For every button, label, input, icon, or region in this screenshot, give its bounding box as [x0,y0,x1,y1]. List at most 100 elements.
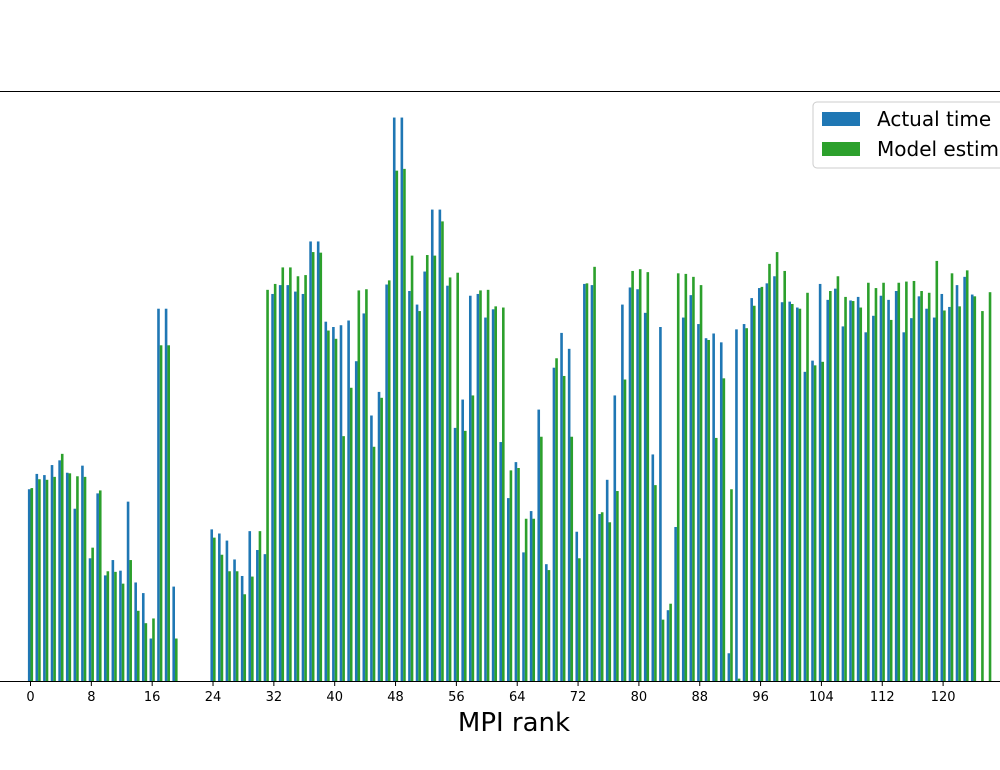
x-tick-label-32: 32 [266,690,283,705]
bar-model-estimate-rank-92 [730,489,733,681]
bar-model-estimate-rank-19 [175,638,178,681]
bar-actual-time-rank-57 [461,399,464,681]
bar-actual-time-rank-16 [149,638,153,681]
bar-actual-time-rank-90 [712,333,715,681]
bar-model-estimate-rank-110 [867,282,870,681]
bar-actual-time-rank-95 [750,298,753,681]
bar-actual-time-rank-24 [210,529,214,681]
bar-actual-time-rank-17 [157,308,160,681]
bar-model-estimate-rank-116 [912,280,916,681]
bar-actual-time-rank-5 [65,472,69,681]
bar-model-estimate-rank-125 [981,311,984,681]
bar-actual-time-rank-31 [263,554,267,681]
bar-actual-time-rank-45 [370,415,373,681]
bar-model-estimate-rank-50 [410,255,414,682]
bar-model-estimate-rank-81 [646,272,650,681]
bar-model-estimate-rank-109 [859,307,863,681]
bar-model-estimate-rank-102 [806,292,809,681]
bar-model-estimate-rank-114 [897,282,901,681]
x-tick-label-80: 80 [631,690,648,705]
legend-swatch-actual-time [822,112,860,126]
bar-model-estimate-rank-29 [251,576,254,681]
bar-actual-time-rank-9 [96,493,99,681]
bar-actual-time-rank-106 [834,288,837,681]
bar-model-estimate-rank-107 [844,296,847,681]
bar-actual-time-rank-26 [225,540,229,681]
bar-model-estimate-rank-2 [45,479,49,681]
bar-model-estimate-rank-97 [768,263,771,681]
bar-actual-time-rank-82 [651,454,655,681]
bar-actual-time-rank-112 [879,295,883,681]
bar-actual-time-rank-32 [271,293,274,681]
bar-actual-time-rank-50 [408,291,411,681]
bar-actual-time-rank-93 [735,329,738,681]
bar-actual-time-rank-84 [666,610,670,681]
bar-model-estimate-rank-117 [920,291,923,681]
bar-model-estimate-rank-76 [608,522,612,681]
bar-model-estimate-rank-38 [319,252,323,681]
bar-actual-time-rank-13 [126,501,130,681]
bar-model-estimate-rank-55 [448,277,452,681]
bar-model-estimate-rank-9 [98,490,102,681]
bar-model-estimate-rank-90 [714,437,718,681]
bar-model-estimate-rank-77 [616,491,619,681]
bar-actual-time-rank-78 [621,304,624,681]
bar-actual-time-rank-19 [172,586,175,681]
bar-model-estimate-rank-82 [654,485,657,681]
bar-actual-time-rank-54 [438,209,442,681]
bar-model-estimate-rank-47 [387,280,391,681]
bar-model-estimate-rank-61 [494,306,498,681]
bar-model-estimate-rank-112 [882,282,885,681]
bar-actual-time-rank-44 [362,313,366,681]
x-tick-label-16: 16 [144,690,161,705]
bar-actual-time-rank-29 [248,531,252,681]
bar-model-estimate-rank-99 [783,270,786,681]
bar-actual-time-rank-14 [134,582,137,681]
bar-model-estimate-rank-101 [798,308,802,681]
bar-model-estimate-rank-95 [752,305,756,681]
bar-model-estimate-rank-24 [213,537,216,681]
bar-model-estimate-rank-18 [167,345,170,681]
bar-model-estimate-rank-6 [76,476,79,681]
bar-model-estimate-rank-88 [699,285,703,681]
bar-model-estimate-rank-1 [38,479,41,681]
legend-label-model-estimate: Model estimate [877,137,1000,161]
bar-model-estimate-rank-32 [273,283,277,681]
bar-actual-time-rank-70 [560,332,563,681]
bar-model-estimate-rank-58 [471,395,475,681]
bar-actual-time-rank-4 [58,460,61,681]
bar-actual-time-rank-120 [940,293,944,681]
x-tick-label-24: 24 [205,690,222,705]
bar-actual-time-rank-68 [545,564,548,681]
bar-actual-time-rank-18 [164,308,168,681]
bar-actual-time-rank-116 [910,318,913,681]
bar-actual-time-rank-109 [856,296,860,681]
bar-actual-time-rank-91 [719,342,723,681]
bar-model-estimate-rank-122 [958,306,961,681]
bar-model-estimate-rank-103 [813,365,817,681]
bar-actual-time-rank-86 [681,317,685,681]
bar-model-estimate-rank-37 [311,252,315,681]
x-tick-label-56: 56 [448,690,465,705]
bar-model-estimate-rank-71 [570,436,574,681]
bar-actual-time-rank-113 [887,299,890,681]
bar-actual-time-rank-67 [537,409,541,681]
bar-actual-time-rank-108 [849,300,852,681]
bar-actual-time-rank-34 [286,285,290,681]
bar-actual-time-rank-96 [757,288,761,681]
bar-actual-time-rank-73 [583,283,586,681]
bar-model-estimate-rank-86 [684,273,688,681]
bar-actual-time-rank-62 [499,442,503,681]
bar-actual-time-rank-48 [392,117,396,682]
bar-model-estimate-rank-64 [517,468,520,681]
bar-model-estimate-rank-17 [159,345,163,681]
bar-actual-time-rank-46 [377,391,381,681]
bars-group [27,117,992,682]
bar-actual-time-rank-117 [917,296,921,681]
bar-actual-time-rank-1 [35,473,39,681]
bar-actual-time-rank-69 [552,367,556,681]
bar-model-estimate-rank-111 [874,288,878,681]
bar-model-estimate-rank-120 [943,310,946,681]
bar-model-estimate-rank-46 [380,397,383,681]
